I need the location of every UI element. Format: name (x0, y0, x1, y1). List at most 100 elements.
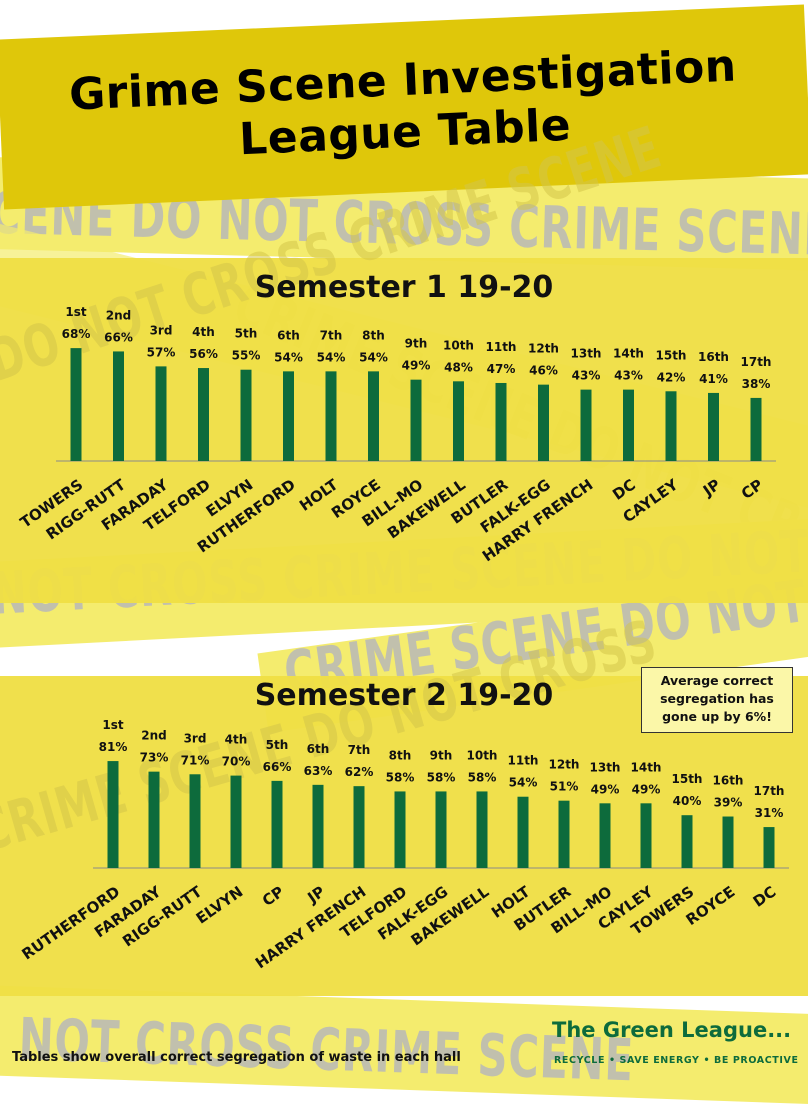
category-label: JP (699, 476, 724, 501)
bar-cp (271, 780, 283, 868)
bar-rutherford (283, 371, 294, 461)
value-label: 55% (232, 349, 261, 363)
bar-rutherford (107, 761, 119, 868)
value-label: 81% (99, 740, 128, 754)
rank-label: 9th (405, 337, 428, 351)
bar-royce (368, 371, 379, 461)
value-label: 31% (755, 806, 784, 820)
bar-holt (325, 371, 337, 461)
value-label: 71% (181, 753, 210, 767)
value-label: 49% (402, 359, 431, 373)
bar-bill-mo (410, 379, 422, 461)
category-label: DC (750, 883, 780, 911)
value-label: 66% (104, 330, 133, 344)
value-label: 73% (140, 751, 169, 765)
rank-label: 2nd (141, 729, 166, 743)
bar-royce (722, 816, 734, 868)
value-label: 66% (263, 760, 292, 774)
average-improvement-note: Average correct segregation has gone up … (641, 667, 793, 733)
rank-label: 1st (65, 305, 86, 319)
value-label: 68% (62, 327, 91, 341)
rank-label: 17th (754, 784, 785, 798)
bar-telford (394, 791, 406, 868)
rank-label: 12th (549, 758, 580, 772)
category-label: ELVYN (193, 883, 247, 928)
rank-label: 17th (741, 355, 772, 369)
rank-label: 11th (508, 754, 539, 768)
value-label: 39% (714, 796, 743, 810)
value-label: 51% (550, 780, 579, 794)
bar-elvyn (240, 369, 252, 461)
bar-bakewell (476, 791, 488, 868)
value-label: 49% (591, 782, 620, 796)
value-label: 70% (222, 755, 251, 769)
rank-label: 14th (613, 347, 644, 361)
bar-jp (708, 392, 719, 461)
value-label: 43% (572, 369, 601, 383)
category-label: CP (259, 883, 287, 910)
rank-label: 7th (348, 743, 371, 757)
rank-label: 9th (430, 748, 453, 762)
note-line-3: gone up by 6%! (662, 709, 772, 724)
value-label: 57% (147, 345, 176, 359)
rank-label: 15th (656, 348, 687, 362)
value-label: 46% (529, 364, 558, 378)
rank-label: 14th (631, 760, 662, 774)
value-label: 58% (468, 770, 497, 784)
rank-label: 6th (307, 742, 330, 756)
rank-label: 16th (698, 350, 729, 364)
rank-label: 3rd (184, 731, 207, 745)
bar-towers (681, 815, 693, 868)
rank-label: 5th (266, 738, 289, 752)
rank-label: 4th (192, 325, 215, 339)
value-label: 63% (304, 764, 333, 778)
rank-label: 4th (225, 733, 248, 747)
semester-1-chart-title: Semester 1 19-20 (254, 270, 554, 305)
bar-dc (763, 827, 775, 868)
value-label: 41% (699, 372, 728, 386)
bar-harry-french (353, 786, 365, 868)
value-label: 43% (614, 369, 643, 383)
bar-butler (558, 800, 570, 868)
rank-label: 12th (528, 342, 559, 356)
rank-label: 8th (362, 328, 385, 342)
bar-telford (198, 368, 209, 461)
rank-label: 1st (102, 718, 123, 732)
bar-faraday (155, 366, 167, 461)
bar-butler (495, 382, 507, 461)
brand-logo-text: The Green League... (552, 1018, 792, 1042)
rank-label: 16th (713, 774, 744, 788)
bar-falk-egg (435, 791, 447, 868)
bar-bakewell (453, 381, 464, 461)
value-label: 58% (386, 770, 415, 784)
category-label: DC (609, 476, 639, 504)
bar-rigg-rutt (113, 351, 124, 461)
rank-label: 6th (277, 328, 300, 342)
bar-towers (70, 348, 82, 461)
rank-label: 11th (486, 340, 517, 354)
semester-2-bar-chart: 81%1stRUTHERFORD73%2ndFARADAY71%3rdRIGG-… (19, 718, 789, 972)
note-line-2: segregation has (660, 691, 774, 706)
value-label: 62% (345, 765, 374, 779)
bar-elvyn (230, 775, 242, 868)
bar-rigg-rutt (189, 774, 201, 868)
value-label: 56% (189, 347, 218, 361)
value-label: 49% (632, 782, 661, 796)
bar-dc (623, 389, 634, 461)
brand-tagline: RECYCLE • SAVE ENERGY • BE PROACTIVE (554, 1055, 799, 1066)
bar-falk-egg (538, 384, 549, 461)
value-label: 42% (657, 370, 686, 384)
value-label: 38% (742, 377, 771, 391)
category-label: JP (304, 883, 329, 908)
value-label: 54% (274, 350, 303, 364)
bar-jp (312, 784, 324, 868)
rank-label: 10th (467, 748, 498, 762)
rank-label: 3rd (150, 323, 173, 337)
bar-faraday (148, 771, 160, 868)
rank-label: 15th (672, 772, 703, 786)
value-label: 54% (359, 350, 388, 364)
rank-label: 7th (320, 328, 343, 342)
value-label: 48% (444, 360, 473, 374)
rank-label: 8th (389, 748, 412, 762)
value-label: 40% (673, 794, 702, 808)
